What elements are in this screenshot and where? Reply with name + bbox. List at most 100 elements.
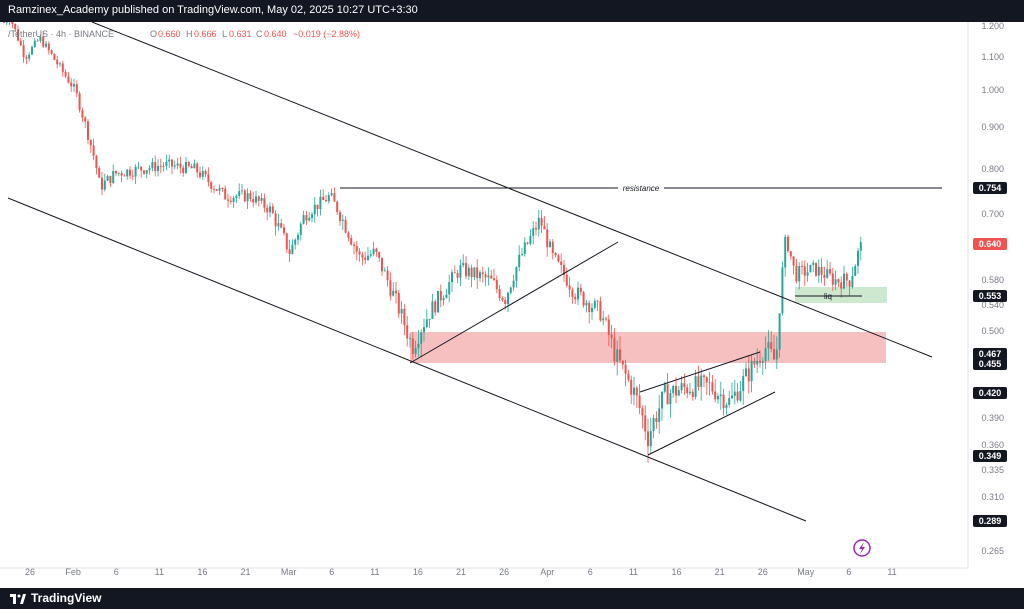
candle-down xyxy=(53,53,56,60)
candle-up xyxy=(137,166,140,168)
candle-up xyxy=(238,191,241,197)
candle-up xyxy=(529,235,532,244)
candle-up xyxy=(106,176,109,181)
candle-up xyxy=(781,267,784,314)
price-tick-label: 0.265 xyxy=(981,546,1004,556)
channel-upper-line xyxy=(91,22,933,358)
candle-down xyxy=(711,382,714,392)
candle-up xyxy=(750,360,753,382)
candle-down xyxy=(439,290,442,301)
candle-down xyxy=(182,167,185,173)
candle-up xyxy=(193,163,196,169)
candle-up xyxy=(728,398,731,405)
price-label-badge xyxy=(973,182,1007,194)
candle-down xyxy=(803,266,806,276)
candle-down xyxy=(770,342,773,349)
candle-down xyxy=(773,348,775,360)
candle-up xyxy=(235,196,238,198)
candle-up xyxy=(417,343,420,348)
price-tick-label: 1.000 xyxy=(981,85,1004,95)
resistance-label-bg xyxy=(618,182,664,194)
candle-down xyxy=(129,169,131,176)
candle-down xyxy=(795,265,798,282)
time-tick-label: 26 xyxy=(758,567,768,577)
candle-down xyxy=(683,383,686,388)
legend-symbol: /TetherUS · 4h · BINANCE xyxy=(8,29,114,39)
candle-down xyxy=(159,166,162,167)
candle-up xyxy=(302,215,305,224)
candle-down xyxy=(263,198,266,208)
candle-down xyxy=(131,175,134,177)
candle-down xyxy=(557,255,560,262)
candle-down xyxy=(204,170,207,175)
candle-down xyxy=(56,59,59,65)
candle-up xyxy=(392,290,395,296)
candle-down xyxy=(565,274,568,286)
candle-up xyxy=(661,391,663,409)
candle-up xyxy=(33,40,36,47)
candle-up xyxy=(479,272,481,279)
legend-open: 0.660 xyxy=(158,29,181,39)
candle-down xyxy=(221,188,224,189)
candle-up xyxy=(806,272,809,276)
candle-down xyxy=(207,174,210,183)
candle-up xyxy=(652,418,655,431)
candle-up xyxy=(383,270,386,272)
legend-low: 0.631 xyxy=(229,29,252,39)
candle-down xyxy=(75,84,78,94)
candle-up xyxy=(372,248,375,255)
candle-down xyxy=(25,57,28,59)
candle-down xyxy=(792,256,795,266)
candle-down xyxy=(714,391,717,400)
candle-down xyxy=(845,273,848,281)
candle-down xyxy=(344,219,347,233)
candle-down xyxy=(535,228,537,230)
candle-down xyxy=(641,408,644,416)
candle-down xyxy=(36,40,39,42)
time-tick-label: 11 xyxy=(155,567,164,577)
candle-up xyxy=(509,287,512,293)
candle-up xyxy=(591,307,593,313)
legend-change: −0.019 (−2.88%) xyxy=(293,29,360,39)
price-label-text: 0.455 xyxy=(979,359,1002,369)
candle-down xyxy=(87,121,89,140)
price-chart[interactable]: resistance liq /TetherUS · 4h · BINANCE … xyxy=(0,22,1024,588)
candle-down xyxy=(599,301,602,321)
brand-name: TradingView xyxy=(31,591,102,605)
time-scale[interactable]: 26 Feb 6 11 16 21 Mar 6 11 16 21 26 Apr 6 11 16 21 26 May 6… xyxy=(25,567,897,577)
candle-up xyxy=(437,290,439,313)
current-price-badge xyxy=(973,238,1007,250)
price-label-text: 0.754 xyxy=(979,183,1002,193)
candle-up xyxy=(59,63,61,65)
candle-down xyxy=(607,319,610,335)
price-tick-label: 0.500 xyxy=(981,326,1004,336)
candle-down xyxy=(568,285,571,290)
lightning-icon[interactable] xyxy=(853,539,871,557)
candle-down xyxy=(17,29,19,41)
candle-up xyxy=(176,163,179,166)
price-scale[interactable]: 1.200 1.100 1.000 0.900 0.800 0.700 0.580 0.540… xyxy=(981,22,1004,556)
legend-c-label: C xyxy=(256,29,263,39)
legend-l-label: L xyxy=(222,29,227,39)
candle-down xyxy=(596,300,599,302)
candle-up xyxy=(733,391,736,396)
candle-down xyxy=(64,71,67,77)
candle-down xyxy=(196,163,199,173)
candle-down xyxy=(190,166,193,169)
candle-down xyxy=(288,249,291,254)
candle-down xyxy=(574,296,577,300)
price-tick-label: 0.700 xyxy=(981,209,1004,219)
candle-down xyxy=(361,254,364,258)
tradingview-brand[interactable]: TradingView xyxy=(10,591,101,605)
candle-up xyxy=(767,342,770,349)
candle-down xyxy=(210,182,213,189)
candle-up xyxy=(232,198,235,202)
candle-up xyxy=(420,332,423,344)
rising-trendline-upper xyxy=(409,241,619,364)
time-tick-label: 21 xyxy=(456,567,466,577)
time-tick-label: 6 xyxy=(329,567,334,577)
candle-down xyxy=(829,269,831,274)
attribution-bar: Ramzinex_Academy published on TradingVie… xyxy=(0,0,1024,22)
price-tick-label: 0.900 xyxy=(981,122,1004,132)
candle-down xyxy=(703,375,705,378)
